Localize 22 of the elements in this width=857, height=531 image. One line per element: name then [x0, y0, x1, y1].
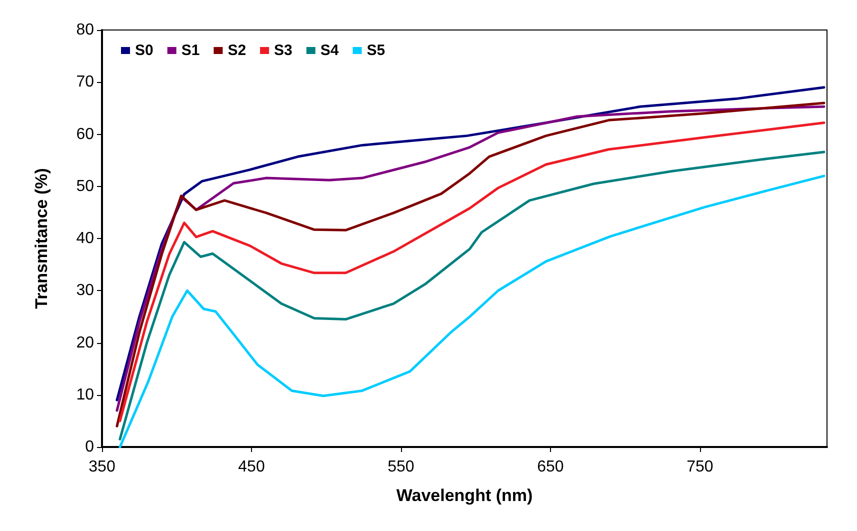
x-tick-label: 650	[537, 458, 564, 476]
legend-label: S2	[228, 42, 246, 59]
legend-label: S4	[320, 42, 340, 59]
y-tick-label: 10	[76, 386, 94, 404]
y-tick-label: 60	[76, 126, 94, 143]
legend-label: S1	[181, 42, 200, 59]
x-tick-label: 450	[238, 458, 265, 476]
y-axis-title: Transmitance (%)	[32, 168, 51, 309]
y-tick-label: 20	[76, 334, 94, 352]
y-tick-label: 30	[76, 282, 94, 300]
legend-label: S0	[135, 42, 154, 59]
x-tick-label: 550	[388, 458, 414, 476]
y-tick-label: 0	[85, 438, 94, 456]
legend-label: S3	[274, 42, 292, 59]
y-tick-label: 80	[76, 22, 94, 38]
x-tick-label: 750	[686, 458, 714, 476]
y-tick-label: 50	[76, 178, 94, 195]
y-tick-label: 70	[76, 74, 94, 91]
x-axis-title: Wavelenght (nm)	[396, 486, 533, 505]
x-tick-label: 350	[88, 458, 116, 476]
y-tick-label: 40	[76, 230, 94, 247]
legend-label: S5	[366, 42, 386, 59]
